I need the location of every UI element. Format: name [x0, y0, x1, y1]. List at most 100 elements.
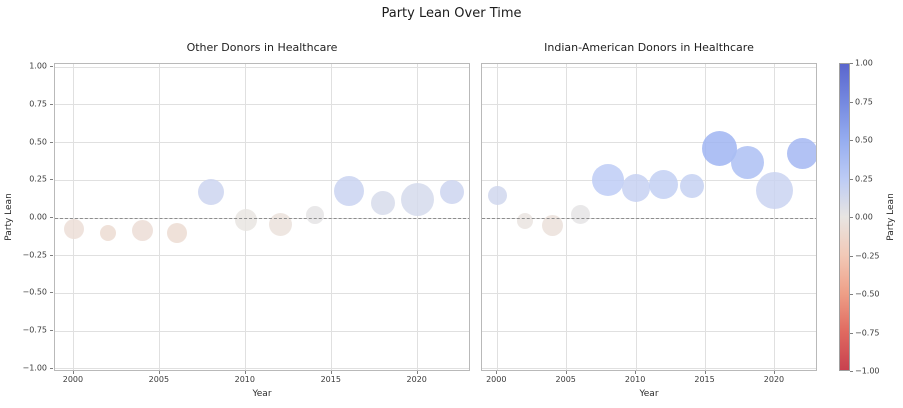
x-tick-label: 2015 [694, 375, 715, 384]
y-tick-label: −0.25 [22, 250, 47, 260]
subplot-title-other-donors: Other Donors in Healthcare [186, 41, 338, 54]
x-tick-label: 2010 [234, 375, 255, 384]
colorbar-tick-mark [850, 294, 853, 295]
bubble-2014 [305, 205, 324, 224]
bubble-2000 [63, 218, 84, 239]
colorbar-tick-mark [850, 178, 853, 180]
x-tick-mark [773, 371, 775, 374]
gridline-horizontal [482, 104, 816, 106]
gridline-horizontal [55, 292, 469, 294]
colorbar-tick-mark [850, 101, 853, 103]
gridline-vertical [331, 64, 333, 370]
bubble-2014 [679, 174, 704, 199]
colorbar-tick-label: −0.25 [855, 251, 880, 260]
x-axis-label-left: Year [252, 389, 272, 399]
bubble-2008 [592, 164, 625, 197]
colorbar-tick-label: 0.00 [855, 212, 873, 222]
gridline-horizontal [55, 179, 469, 181]
x-tick-label: 2020 [406, 375, 427, 384]
x-tick-label: 2000 [62, 375, 84, 384]
bubble-2012 [268, 212, 292, 236]
figure-title: Party Lean Over Time [381, 6, 522, 21]
zero-reference-line [482, 217, 816, 219]
x-axis-label-right: Year [639, 389, 659, 399]
gridline-vertical [159, 64, 161, 370]
colorbar-tick-label: −1.00 [855, 366, 880, 376]
colorbar-tick-mark [850, 371, 853, 372]
y-tick-label: −1.00 [22, 363, 47, 373]
plot-area-other-donors [54, 63, 470, 371]
gridline-horizontal [482, 179, 816, 181]
y-tick-mark [50, 179, 53, 181]
colorbar [839, 63, 850, 371]
colorbar-tick-mark [850, 140, 853, 141]
x-tick-mark [496, 371, 498, 374]
colorbar-tick-mark [850, 255, 853, 257]
plot-area-indian-american-donors [481, 63, 817, 371]
x-tick-mark [704, 371, 706, 374]
gridline-vertical [635, 64, 637, 370]
y-tick-label: −0.75 [22, 325, 47, 335]
y-tick-label: 1.00 [29, 61, 47, 71]
gridline-horizontal [482, 292, 816, 294]
gridline-horizontal [482, 330, 816, 332]
colorbar-tick-label: −0.50 [855, 289, 880, 299]
y-tick-label: −0.50 [22, 287, 47, 297]
y-tick-mark [50, 141, 53, 143]
x-tick-mark [330, 371, 332, 374]
bubble-2022 [440, 180, 465, 205]
bubble-2018 [371, 190, 396, 215]
x-tick-mark [72, 371, 74, 374]
bubble-2002 [100, 225, 117, 242]
colorbar-tick-mark [850, 332, 853, 334]
colorbar-tick-label: 0.50 [855, 135, 873, 145]
y-tick-label: 0.75 [29, 99, 47, 109]
gridline-horizontal [482, 255, 816, 257]
gridline-horizontal [482, 368, 816, 370]
gridline-horizontal [55, 66, 469, 68]
gridline-horizontal [55, 142, 469, 143]
gridline-vertical [496, 64, 498, 370]
x-tick-label: 2015 [320, 375, 341, 384]
gridline-vertical [774, 64, 776, 370]
x-tick-label: 2020 [763, 375, 785, 384]
y-tick-mark [50, 103, 53, 105]
gridline-vertical [73, 64, 75, 370]
x-tick-label: 2005 [148, 375, 170, 384]
bubble-2016 [333, 175, 364, 206]
x-tick-mark [565, 371, 567, 374]
y-axis-label: Party Lean [4, 193, 14, 241]
gridline-horizontal [482, 66, 816, 68]
bubble-2010 [234, 208, 257, 231]
y-tick-mark [50, 330, 53, 332]
x-tick-mark [244, 371, 246, 374]
bubble-2010 [622, 173, 651, 202]
colorbar-tick-mark [850, 217, 853, 218]
gridline-vertical [705, 64, 707, 370]
zero-reference-line [55, 217, 469, 219]
y-tick-mark [50, 292, 53, 294]
y-tick-label: 0.25 [29, 174, 47, 184]
colorbar-tick-mark [850, 63, 853, 64]
bubble-2004 [542, 215, 564, 237]
bubble-2006 [167, 223, 188, 244]
gridline-vertical [417, 64, 419, 370]
x-tick-mark [416, 371, 418, 374]
gridline-horizontal [482, 142, 816, 143]
colorbar-tick-label: 0.25 [855, 174, 873, 183]
y-tick-mark [50, 254, 53, 256]
bubble-2004 [132, 219, 154, 241]
bubble-2022 [787, 137, 816, 169]
x-tick-mark [635, 371, 637, 374]
bubble-2000 [487, 185, 507, 205]
y-tick-label: 0.50 [29, 137, 47, 146]
gridline-horizontal [55, 368, 469, 370]
x-tick-label: 2010 [624, 375, 646, 384]
gridline-horizontal [55, 330, 469, 332]
colorbar-tick-label: −0.75 [855, 328, 880, 337]
y-tick-mark [50, 217, 53, 218]
colorbar-tick-label: 0.75 [855, 97, 873, 106]
bubble-2008 [198, 179, 225, 206]
subplot-title-indian-american-donors: Indian-American Donors in Healthcare [544, 41, 754, 54]
